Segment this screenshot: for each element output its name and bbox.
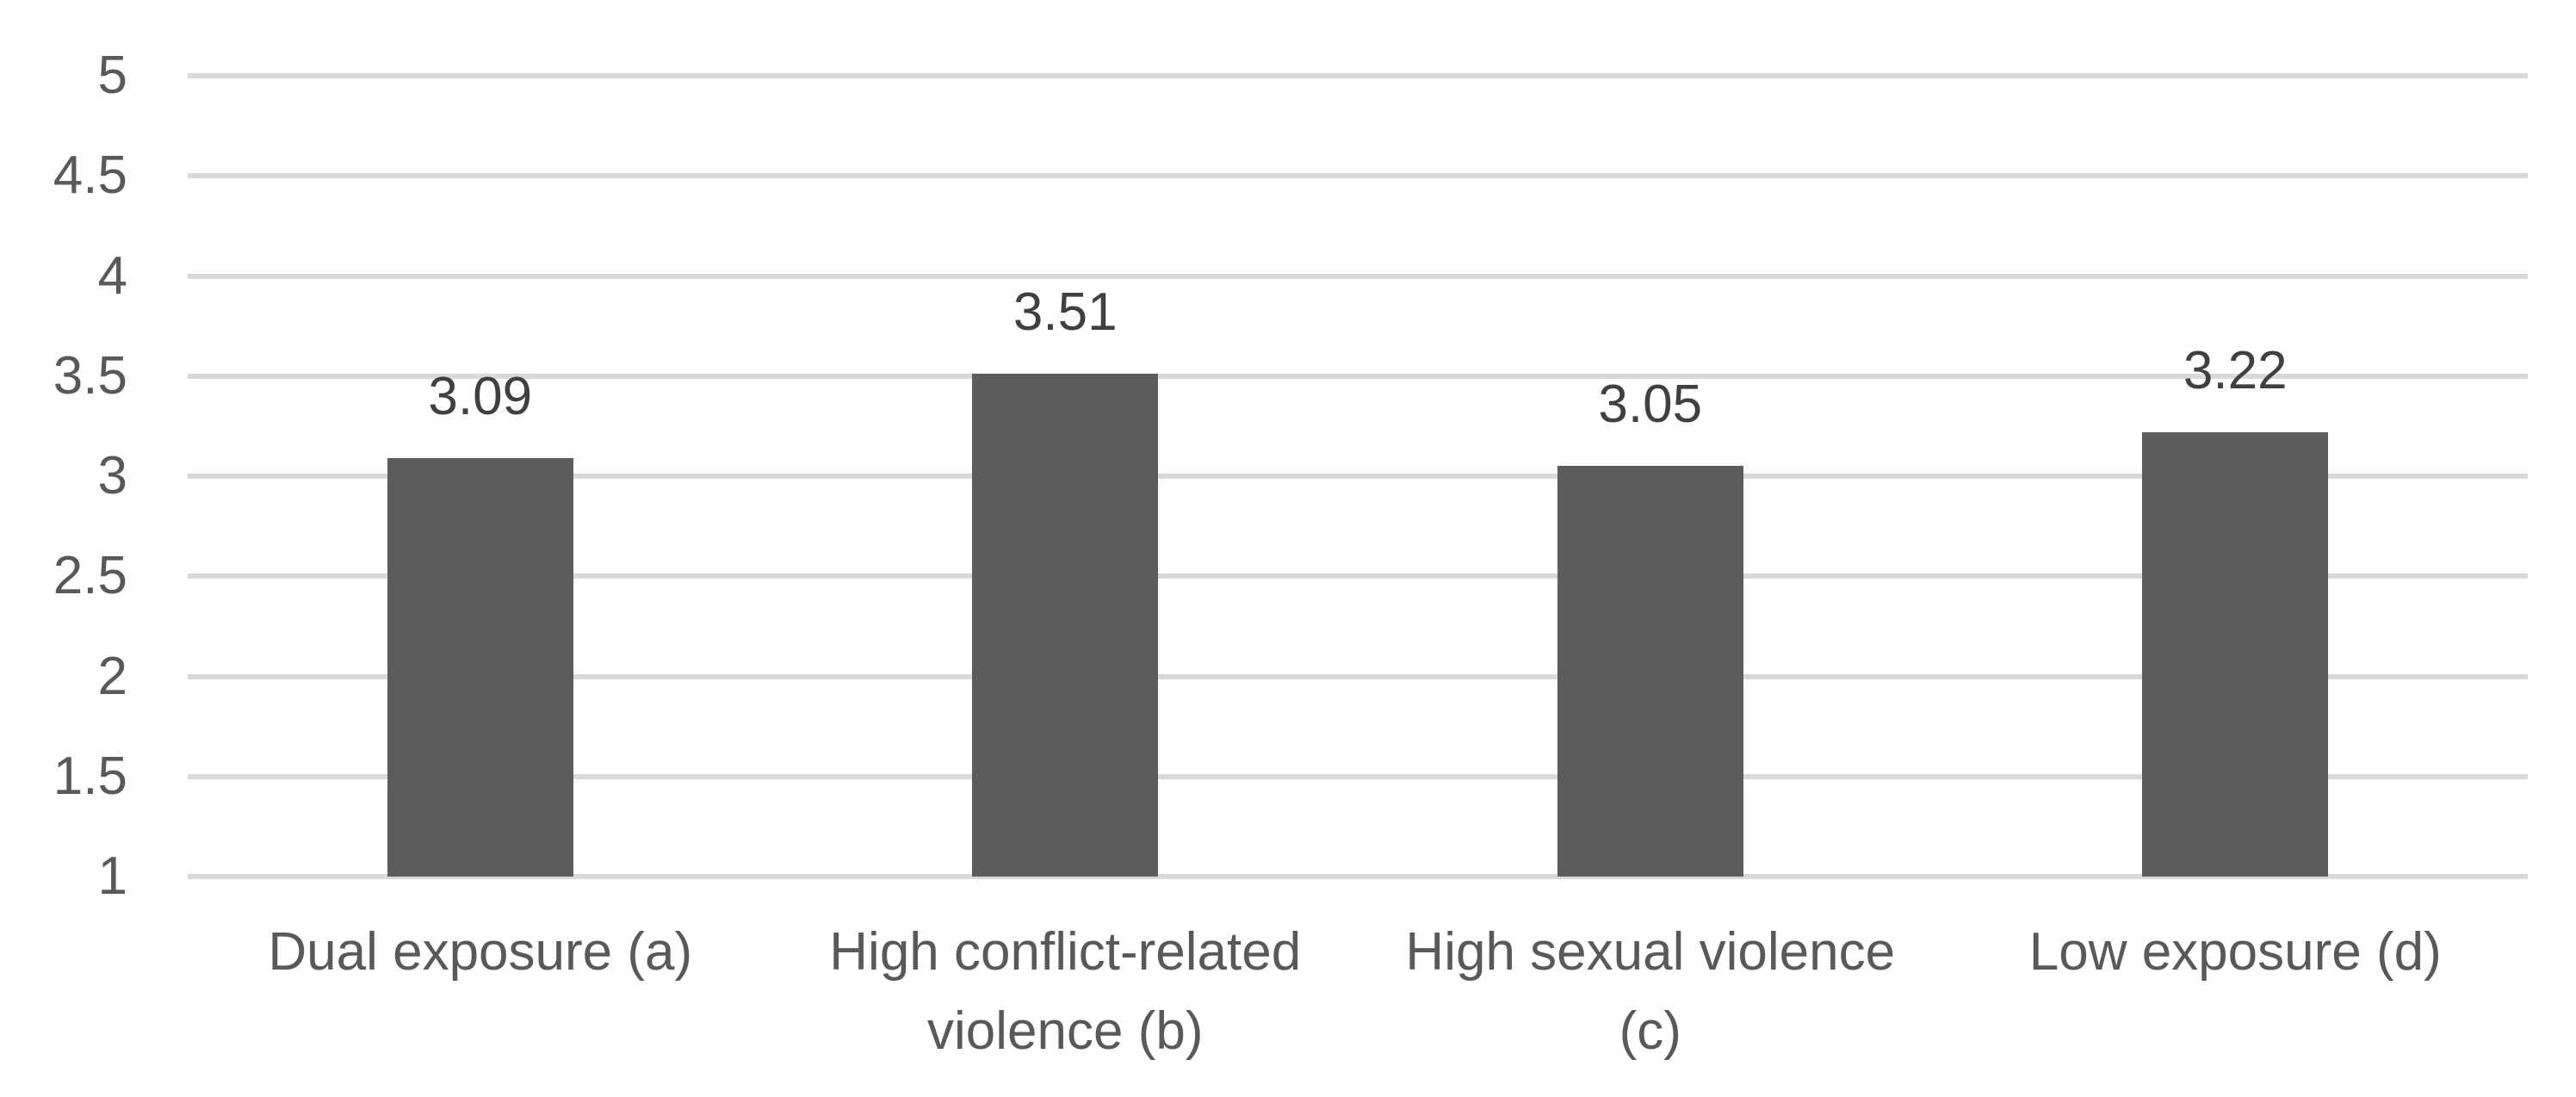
category-label-3: High sexual violence (c): [1405, 922, 1896, 1061]
bar-1: [387, 458, 573, 877]
gridline-3: [188, 474, 2528, 479]
y-tick-label: 2: [97, 646, 127, 706]
bar-value-label: 3.09: [428, 367, 533, 427]
plot-area: 3.09 3.51 3.05 3.22: [188, 73, 2528, 879]
y-tick-label: 3.5: [53, 345, 127, 406]
y-tick-label: 5: [97, 46, 127, 105]
bar-3: [1557, 466, 1743, 877]
gridline-5: [188, 73, 2528, 78]
bar-4: [2142, 431, 2329, 877]
bar-value-label: 3.22: [2183, 340, 2288, 400]
y-tick-label: 1: [97, 846, 127, 906]
category-label-4: Low exposure (d): [2028, 922, 2442, 982]
y-tick-label: 4: [97, 245, 127, 306]
gridline-1: [188, 874, 2528, 879]
gridline-2: [188, 673, 2528, 679]
bar-2: [972, 374, 1159, 877]
gridline-2.5: [188, 573, 2528, 579]
gridline-4.5: [188, 173, 2528, 179]
y-tick-label: 2.5: [53, 546, 127, 606]
bar-value-label: 3.05: [1598, 375, 1703, 435]
y-tick-label: 1.5: [53, 746, 127, 806]
category-label-1: Dual exposure (a): [268, 922, 693, 982]
category-label-2: High conflict-related violence (b): [829, 922, 1302, 1061]
gridline-3.5: [188, 373, 2528, 379]
y-tick-label: 4.5: [53, 146, 127, 206]
y-tick-label: 3: [97, 446, 127, 505]
gridline-4: [188, 273, 2528, 279]
bar-value-label: 3.51: [1012, 282, 1118, 343]
gridline-1.5: [188, 773, 2528, 779]
